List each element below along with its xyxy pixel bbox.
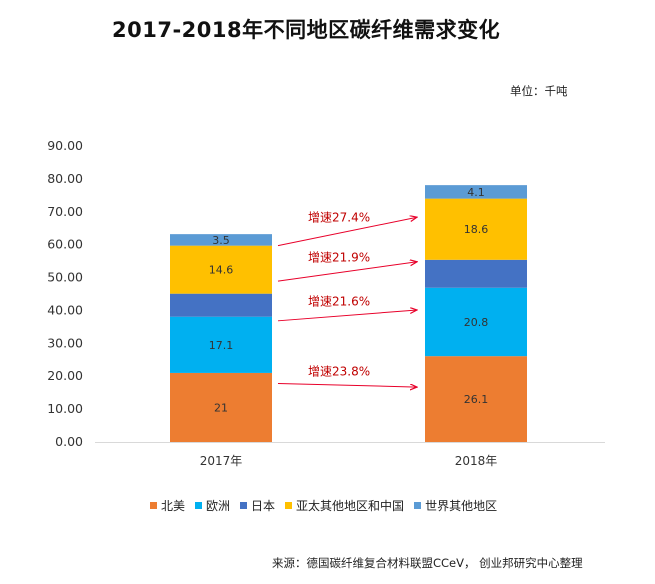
- y-tick-label: 50.00: [47, 270, 83, 285]
- bar-segment: [170, 234, 272, 246]
- y-tick-label: 40.00: [47, 302, 83, 317]
- bar-segment: [425, 198, 527, 260]
- x-tick-label: 2018年: [455, 454, 498, 468]
- y-tick-label: 80.00: [47, 171, 83, 186]
- data-label: 17.1: [209, 339, 234, 352]
- legend-label: 日本: [251, 499, 276, 513]
- y-tick-label: 20.00: [47, 368, 83, 383]
- legend-swatch: [240, 502, 248, 509]
- bar-segment: [170, 372, 272, 442]
- bar-segment: [425, 259, 527, 288]
- data-label: 18.6: [464, 223, 489, 236]
- source-note: 来源：德国碳纤维复合材料联盟CCeV， 创业邦研究中心整理: [272, 556, 583, 570]
- y-tick-label: 90.00: [47, 138, 83, 153]
- legend-label: 欧洲: [206, 499, 231, 513]
- legend-label: 世界其他地区: [425, 499, 498, 513]
- x-tick-label: 2017年: [200, 454, 243, 468]
- legend-item: 欧洲: [195, 497, 230, 514]
- legend-item: 世界其他地区: [414, 497, 497, 514]
- bar-segment: [425, 185, 527, 199]
- growth-annotation: 增速23.8%: [308, 364, 370, 378]
- data-label: 20.8: [464, 316, 489, 329]
- bar-segment: [425, 287, 527, 357]
- growth-annotation: 增速21.6%: [308, 294, 370, 308]
- y-tick-label: 30.00: [47, 335, 83, 350]
- growth-annotation: 增速27.4%: [308, 210, 370, 224]
- legend-label: 亚太其他地区和中国: [296, 499, 405, 513]
- data-label: 4.1: [467, 186, 485, 199]
- legend-swatch: [150, 502, 157, 509]
- growth-arrow: [277, 217, 417, 247]
- chart-legend: 北美 欧洲 日本 亚太其他地区和中国 世界其他地区: [150, 497, 497, 514]
- y-tick-label: 60.00: [47, 237, 83, 252]
- unit-label: 单位：千吨: [510, 84, 568, 98]
- y-tick-label: 10.00: [47, 401, 83, 416]
- legend-swatch: [414, 502, 422, 509]
- legend-item: 日本: [240, 497, 275, 514]
- legend-item: 北美: [150, 497, 185, 514]
- legend-label: 北美: [161, 499, 186, 513]
- data-label: 14.6: [209, 264, 234, 277]
- growth-arrow: [277, 262, 417, 282]
- y-tick-label: 0.00: [55, 434, 83, 449]
- stacked-bar-chart: 0.00 10.00 20.00 30.00 40.00 50.00 60.00 70.00 8…: [47, 138, 605, 468]
- growth-annotation: 增速21.9%: [308, 250, 370, 264]
- growth-arrow: [277, 310, 417, 322]
- y-tick-label: 70.00: [47, 204, 83, 219]
- legend-swatch: [285, 502, 293, 509]
- bar-segment: [170, 293, 272, 317]
- chart-title: 2017-2018年不同地区碳纤维需求变化: [112, 18, 501, 42]
- growth-arrow: [277, 382, 417, 387]
- legend-swatch: [195, 502, 203, 509]
- legend-item: 亚太其他地区和中国: [285, 497, 404, 514]
- data-label: 3.5: [212, 234, 230, 247]
- bar-segment: [425, 356, 527, 442]
- bar-segment: [170, 316, 272, 373]
- data-label: 26.1: [464, 393, 489, 406]
- data-label: 21: [214, 401, 228, 414]
- bar-segment: [170, 245, 272, 294]
